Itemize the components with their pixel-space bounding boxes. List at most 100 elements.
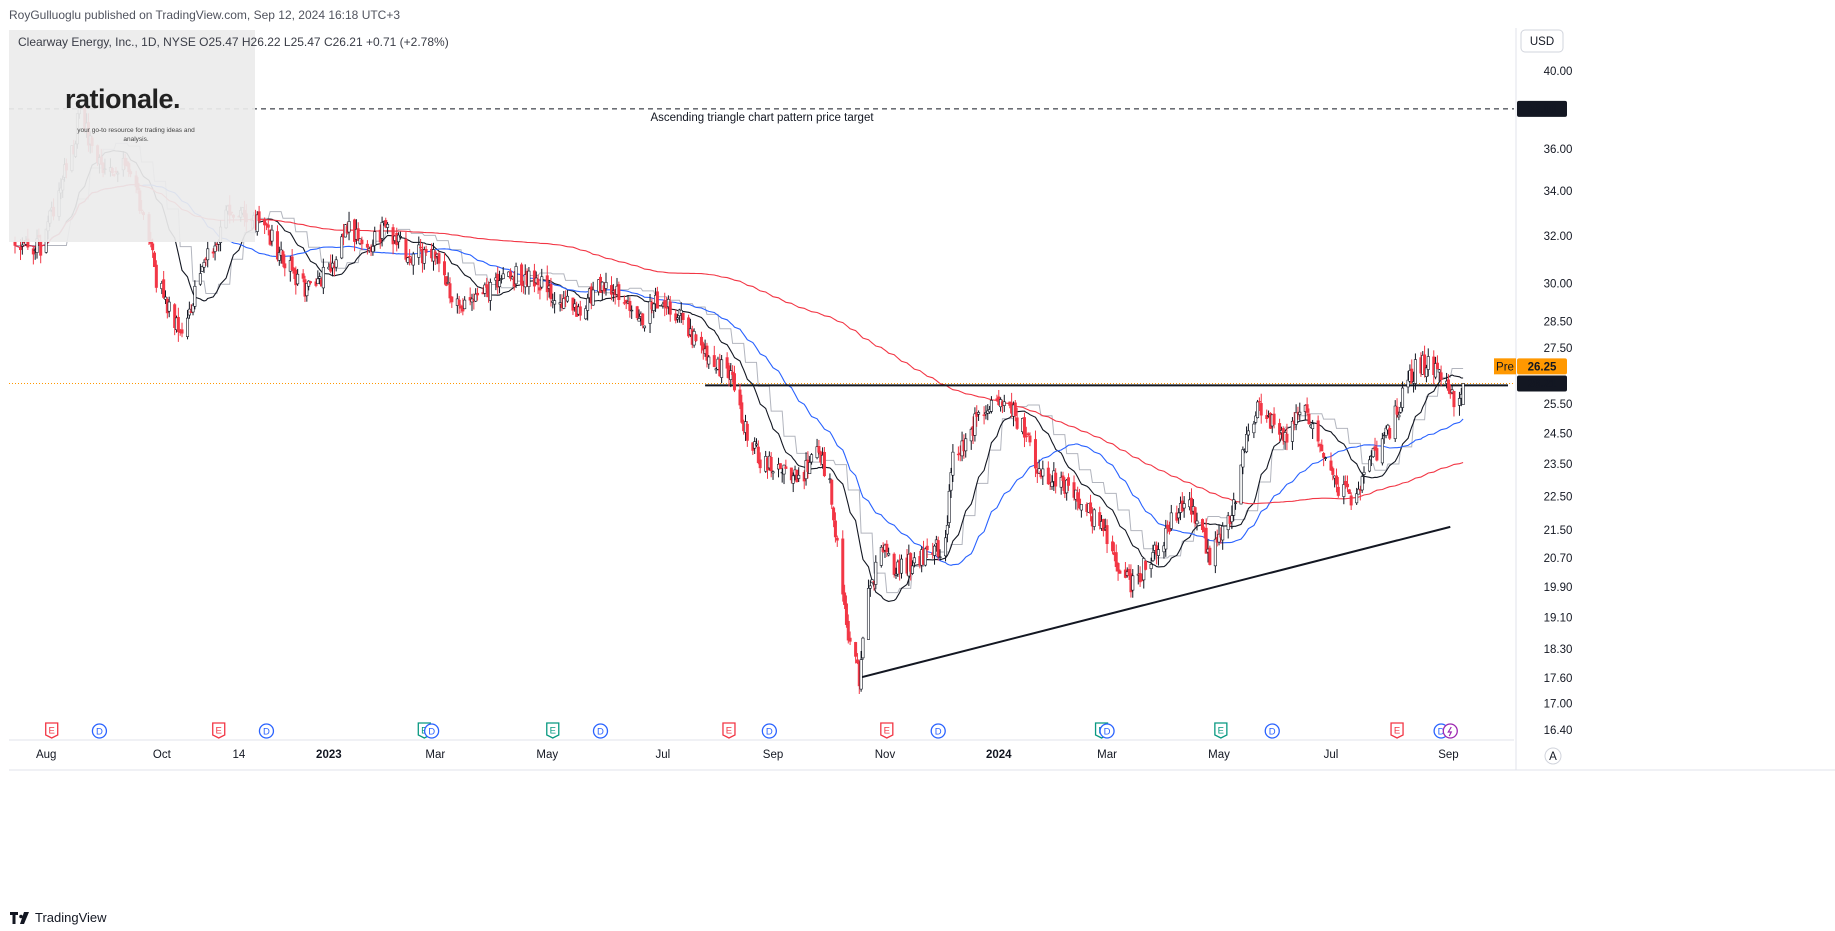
candle-body [191, 304, 195, 313]
candle [200, 265, 204, 272]
earnings-marker[interactable]: E [722, 722, 736, 739]
earnings-marker[interactable]: E [546, 722, 560, 739]
dividend-marker[interactable]: D [91, 723, 108, 739]
candle [1345, 475, 1349, 493]
candle-body [944, 537, 948, 557]
candle [912, 552, 916, 568]
candle-body [474, 293, 478, 302]
time-tick-label: Mar [1097, 749, 1117, 761]
candle-body [164, 296, 168, 300]
price-tick-label: 32.00 [1544, 231, 1573, 243]
time-tick-label: Aug [36, 749, 56, 761]
candle [1435, 355, 1439, 370]
candle-body [1101, 519, 1105, 532]
candle [1230, 505, 1234, 530]
candle-body [527, 270, 531, 287]
candle [263, 217, 267, 235]
dividend-marker[interactable]: D [423, 723, 440, 739]
candle-body [213, 245, 217, 252]
candle-body [406, 257, 410, 263]
candle-body [859, 659, 863, 690]
candle [899, 554, 903, 579]
candle-body [707, 356, 711, 365]
dividend-marker[interactable]: D [930, 723, 946, 739]
candle-body [810, 454, 814, 463]
event-markers: EDEDEDEDEDEDEDEDED [45, 722, 1458, 739]
dividend-marker[interactable]: D [1099, 723, 1115, 739]
candle [1015, 407, 1019, 431]
split-marker[interactable] [1442, 723, 1458, 739]
candle [1013, 399, 1017, 422]
candle-body [296, 273, 300, 285]
candle [527, 267, 531, 295]
candle-body [833, 520, 837, 538]
dividend-marker-frame [592, 723, 609, 739]
currency-button[interactable]: USD [1520, 29, 1564, 53]
chart-footer: TradingView [0, 900, 1835, 931]
candle-body [255, 214, 259, 232]
candle [417, 236, 421, 265]
price-tick-label: 23.50 [1544, 459, 1573, 471]
candle [457, 295, 461, 314]
tradingview-brand[interactable]: TradingView [10, 910, 107, 925]
candle [628, 297, 632, 318]
earnings-marker[interactable]: E [212, 722, 226, 739]
candle-body [756, 446, 760, 463]
candle [1357, 481, 1361, 495]
last-price-badge: 26.21 [1517, 375, 1567, 392]
earnings-marker-label: E [884, 726, 890, 737]
candle-body [290, 256, 294, 271]
candle [911, 560, 915, 575]
candle [1360, 474, 1364, 494]
candle [213, 241, 217, 261]
candle-body [1252, 423, 1256, 434]
dividend-marker-label: D [766, 727, 773, 738]
dividend-marker-label: D [428, 727, 435, 738]
candle-body [417, 244, 421, 258]
candle [701, 341, 705, 360]
candle [347, 211, 351, 241]
dividend-marker[interactable]: D [592, 723, 609, 739]
candle-body [536, 278, 540, 286]
candle [610, 276, 614, 301]
auto-scale-button[interactable]: A [1544, 747, 1562, 765]
candle [202, 259, 206, 274]
candle-body [1149, 564, 1153, 569]
dividend-marker[interactable]: D [1264, 723, 1280, 739]
candle [1059, 471, 1063, 495]
earnings-marker-frame [45, 722, 59, 739]
candle-body [1413, 359, 1417, 384]
candle [641, 312, 645, 329]
candle [1344, 475, 1348, 489]
price-tick-label: 27.50 [1544, 343, 1573, 355]
candle-body [202, 262, 206, 268]
earnings-marker[interactable]: E [45, 722, 59, 739]
earnings-marker[interactable]: E [1214, 722, 1228, 739]
candle-body [446, 282, 450, 284]
dividend-marker[interactable]: D [258, 723, 275, 739]
candle [549, 277, 553, 307]
candle [1177, 508, 1181, 524]
candle [1022, 412, 1026, 448]
price-tick-label: 19.10 [1544, 612, 1573, 624]
earnings-marker[interactable]: E [1390, 722, 1404, 739]
candle [334, 256, 338, 272]
earnings-marker[interactable]: E [880, 722, 894, 739]
candle-body [397, 234, 401, 243]
candle [753, 437, 757, 454]
candle-body [1424, 367, 1428, 378]
candle [624, 299, 628, 310]
candle [356, 222, 360, 241]
candle [562, 290, 566, 310]
dividend-marker[interactable]: D [761, 723, 777, 739]
candle-body [562, 298, 566, 309]
candle [1101, 518, 1105, 537]
candle-body [498, 280, 502, 287]
watermark-logo: rationale. your go-to resource for tradi… [9, 30, 255, 242]
candle-body [331, 262, 335, 269]
candle-body [270, 229, 274, 242]
candle-body [257, 211, 261, 222]
candle [318, 272, 322, 285]
candle-body [380, 221, 384, 239]
